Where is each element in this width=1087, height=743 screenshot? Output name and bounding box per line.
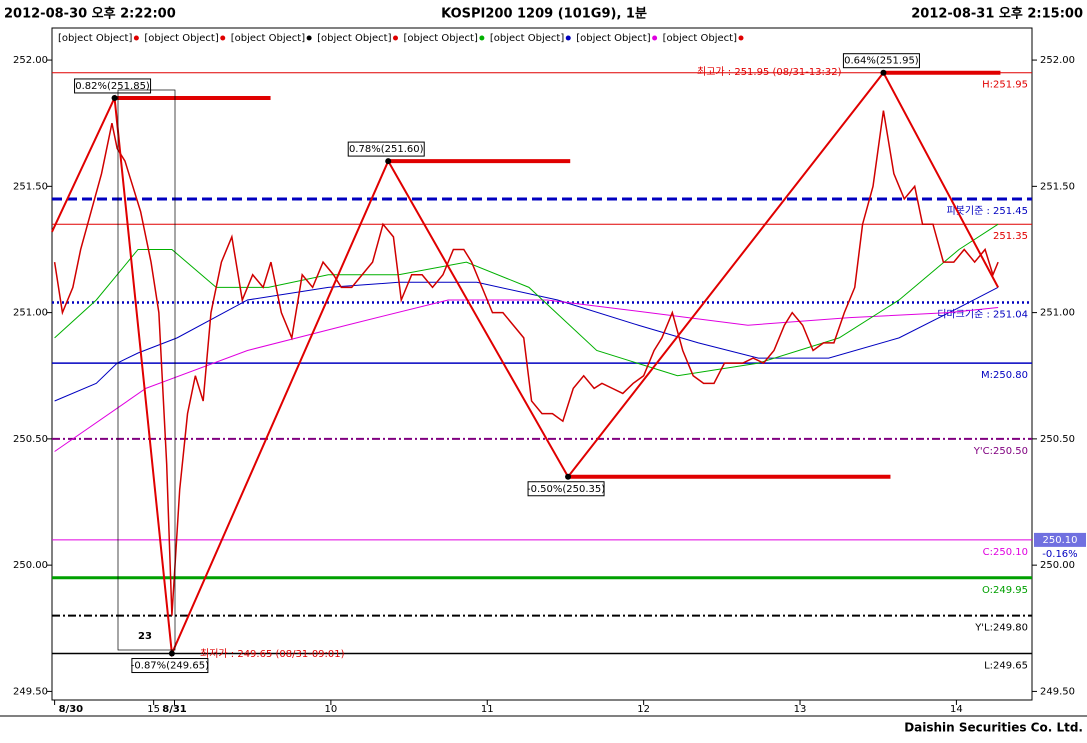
legend-entry: [object Object] — [231, 33, 305, 44]
legend-dot — [220, 35, 226, 41]
reference-label: 피봇기준 : 251.45 — [946, 205, 1028, 217]
y-tick-label: 251.50 — [1040, 181, 1075, 192]
legend-dot — [479, 35, 485, 41]
zigzag-point — [111, 94, 118, 101]
y-tick-label-left: 251.50 — [13, 181, 48, 192]
zigzag-point — [880, 69, 887, 76]
y-tick-label: 250.00 — [1040, 560, 1075, 571]
reference-label: O:249.95 — [982, 585, 1028, 596]
price-line — [54, 223, 999, 377]
count-label: 23 — [138, 631, 152, 642]
reference-label: C:250.10 — [983, 547, 1028, 558]
current-change: -0.16% — [1042, 549, 1077, 560]
y-tick-label: 251.00 — [1040, 308, 1075, 319]
x-tick-label: 8/31 — [162, 704, 187, 715]
zigzag-label-box — [131, 658, 209, 674]
legend-entry: [object Object] — [58, 33, 132, 44]
zigzag-label: -0.50%(250.35) — [527, 484, 605, 495]
x-tick-label: 8/30 — [59, 704, 84, 715]
zigzag-label-box — [842, 53, 920, 69]
zigzag-label-box — [74, 78, 152, 94]
zigzag-label: 0.82%(251.85) — [75, 81, 150, 92]
y-tick-label-left: 250.00 — [13, 560, 48, 571]
legend-dot — [565, 35, 571, 41]
legend-entry: [object Object] — [144, 33, 218, 44]
price-line — [53, 110, 999, 616]
reference-label: Y'L:249.80 — [974, 623, 1028, 634]
price-line — [54, 299, 999, 452]
current-label: 250.10 — [1043, 535, 1078, 546]
zigzag-point — [385, 158, 392, 165]
zigzag-label-box — [527, 481, 605, 497]
x-tick-label: 14 — [950, 704, 963, 715]
legend-entry: [object Object] — [404, 33, 478, 44]
header-left: 2012-08-30 오후 2:22:00 — [4, 6, 176, 22]
legend-dot — [306, 35, 312, 41]
legend-entry: [object Object] — [576, 33, 650, 44]
header-right: 2012-08-31 오후 2:15:00 — [911, 6, 1083, 22]
legend-entry: [object Object] — [490, 33, 564, 44]
zigzag-point — [565, 473, 572, 480]
legend-dot — [393, 35, 398, 41]
y-tick-label: 249.50 — [1040, 686, 1075, 697]
x-tick-label: 15 — [147, 704, 160, 715]
zigzag-point — [168, 650, 175, 657]
zigzag-label: -0.87%(249.65) — [131, 661, 209, 672]
legend-dot — [652, 35, 658, 41]
footer: Daishin Securities Co. Ltd. — [904, 721, 1083, 735]
price-line — [54, 281, 999, 402]
reference-label: H:251.95 — [982, 80, 1028, 91]
reference-label: 디마크기준 : 251.04 — [937, 309, 1028, 321]
y-tick-label-left: 252.00 — [13, 55, 48, 66]
count-box — [117, 89, 176, 651]
zigzag-label: 0.78%(251.60) — [349, 144, 424, 155]
y-tick-label: 250.50 — [1040, 434, 1075, 445]
zigzag-label-box — [347, 141, 425, 157]
x-tick-label: 13 — [794, 704, 807, 715]
reference-label: Y'C:250.50 — [973, 446, 1028, 457]
reference-label: L:249.65 — [984, 661, 1028, 672]
y-tick-label-left: 250.50 — [13, 434, 48, 445]
low-annotation: 최저가 : 249.65 (08/31-09:01) — [200, 648, 345, 660]
legend-dot — [133, 35, 139, 41]
x-tick-label: 12 — [637, 704, 650, 715]
y-tick-label-left: 251.00 — [13, 308, 48, 319]
high-annotation: 최고가 : 251.95 (08/31-13:32) — [697, 66, 842, 78]
plot-frame — [51, 27, 1033, 701]
legend-entry: [object Object] — [317, 33, 391, 44]
zigzag-label: 0.64%(251.95) — [844, 56, 919, 67]
y-tick-label-left: 249.50 — [13, 686, 48, 697]
legend-entry: [object Object] — [663, 33, 737, 44]
reference-label: M:250.80 — [981, 370, 1028, 381]
x-tick-label: 11 — [481, 704, 494, 715]
header-center: KOSPI200 1209 (101G9), 1분 — [441, 7, 647, 22]
legend-dot — [738, 35, 744, 41]
current-badge — [1034, 532, 1086, 547]
y-tick-label: 252.00 — [1040, 55, 1075, 66]
x-tick-label: 10 — [325, 704, 338, 715]
reference-label: 251.35 — [993, 231, 1028, 242]
